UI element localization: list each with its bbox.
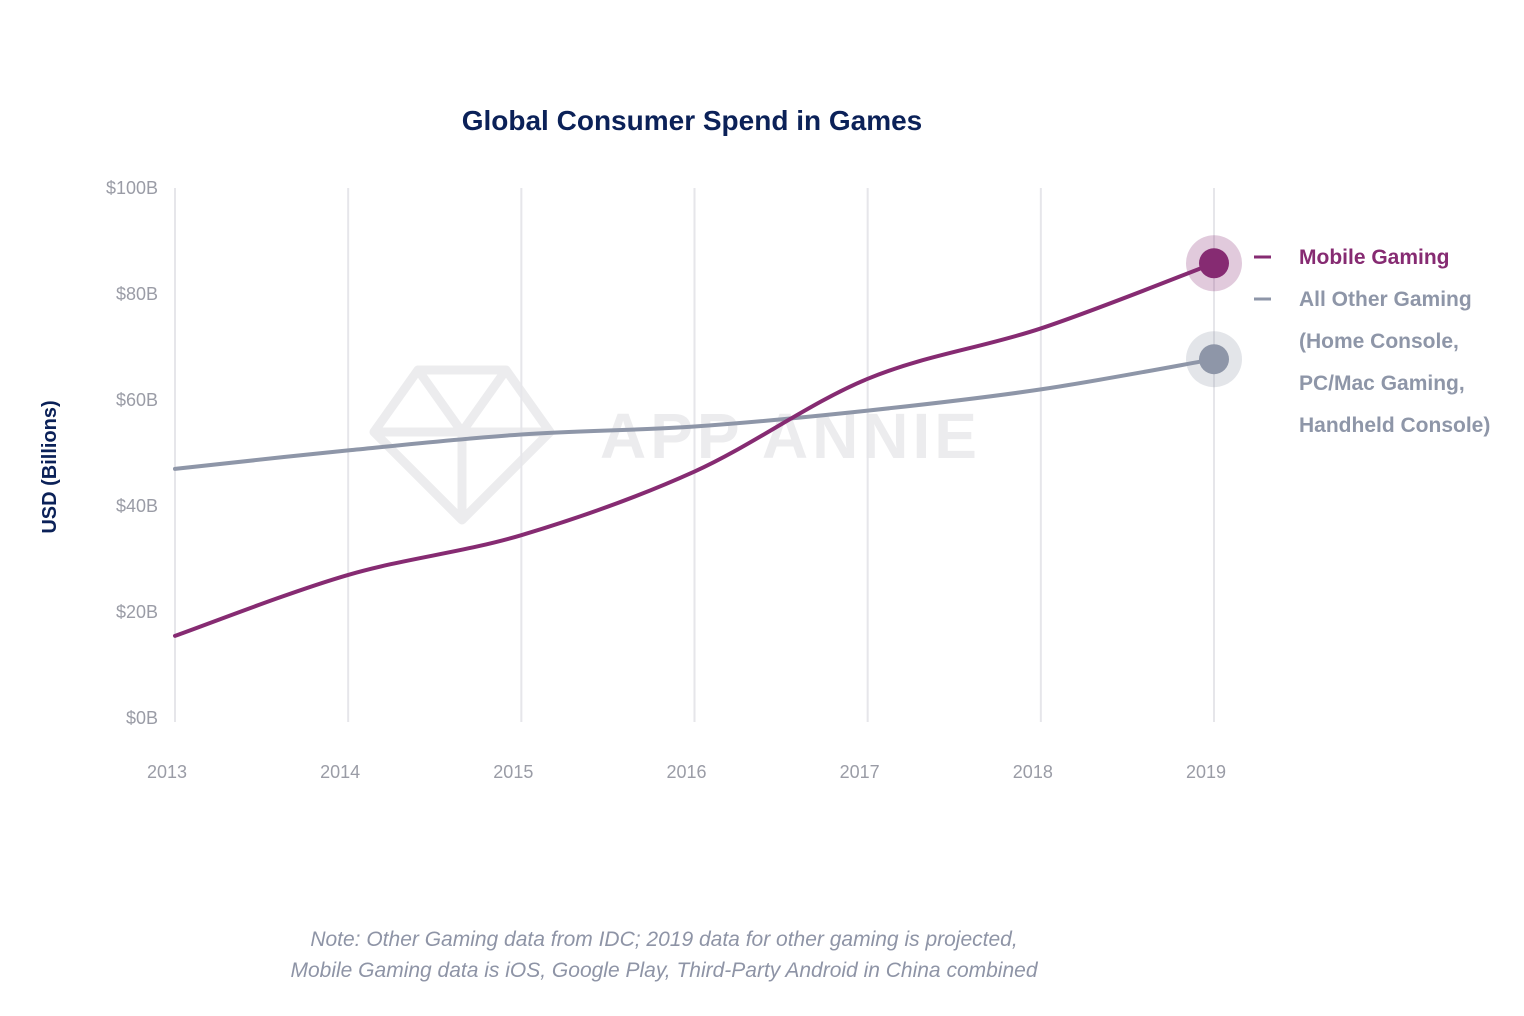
legend: Mobile Gaming All Other Gaming (Home Conso… [1254, 246, 1490, 437]
series-lines [173, 261, 1216, 638]
end-markers [1186, 235, 1242, 388]
x-tick-label: 2019 [1186, 762, 1226, 782]
x-axis-ticks: 2013 2014 2015 2016 2017 2018 2019 [147, 762, 1226, 782]
y-axis-ticks: $0B $20B $40B $60B $80B $100B [106, 178, 158, 728]
x-tick-label: 2017 [840, 762, 880, 782]
watermark-text: APP ANNIE [600, 400, 981, 472]
watermark: APP ANNIE [369, 365, 981, 525]
y-axis-label: USD (Billions) [39, 400, 61, 533]
x-tick-label: 2015 [493, 762, 533, 782]
legend-entry-text: (Home Console, [1299, 330, 1459, 353]
x-tick-label: 2014 [320, 762, 360, 782]
grid-lines [174, 188, 1215, 722]
chart-note: Note: Other Gaming data from IDC; 2019 d… [290, 928, 1038, 982]
legend-entry-text: PC/Mac Gaming, [1299, 372, 1465, 395]
chart-title: Global Consumer Spend in Games [462, 105, 923, 136]
end-marker-mobile-gaming [1199, 248, 1229, 279]
y-tick-label: $100B [106, 178, 158, 198]
legend-entry-text: All Other Gaming [1299, 288, 1472, 311]
note-line-1: Note: Other Gaming data from IDC; 2019 d… [310, 928, 1017, 951]
x-tick-label: 2013 [147, 762, 187, 782]
y-tick-label: $60B [116, 390, 158, 410]
y-tick-label: $20B [116, 602, 158, 622]
note-line-2: Mobile Gaming data is iOS, Google Play, … [290, 959, 1038, 982]
legend-entry-text: Mobile Gaming [1299, 246, 1450, 269]
series-line-all-other-gaming [173, 357, 1216, 471]
series-line-mobile-gaming [173, 261, 1216, 638]
y-tick-label: $0B [126, 708, 158, 728]
y-tick-label: $40B [116, 496, 158, 516]
x-tick-label: 2018 [1013, 762, 1053, 782]
y-tick-label: $80B [116, 284, 158, 304]
end-marker-all-other-gaming [1199, 344, 1229, 375]
legend-entry-text: Handheld Console) [1299, 414, 1490, 437]
x-tick-label: 2016 [666, 762, 706, 782]
